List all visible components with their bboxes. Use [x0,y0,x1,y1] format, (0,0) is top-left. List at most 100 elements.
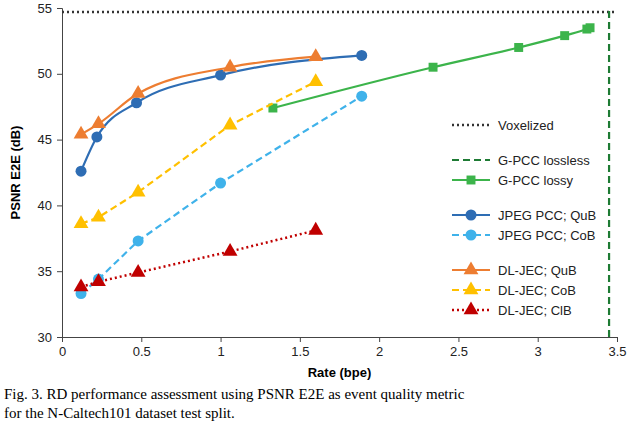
plot-area [62,8,617,337]
x-axis-title: Rate (bpe) [308,365,372,380]
legend-label: G-PCC lossless [498,153,590,168]
marker [91,273,106,286]
series [76,50,368,177]
series [62,11,617,12]
chart: 0 0.5 1 1.5 2 2.5 3 3.5 30 35 40 45 50 55 Rate (bpe) PS… [0,0,640,429]
tick-label: 2 [376,344,383,359]
tick: 55 [38,1,62,16]
tick-mark [57,337,62,338]
marker [91,115,106,128]
tick: 3.5 [608,337,626,359]
marker [560,31,569,40]
series [268,23,594,112]
caption: for the N-Caltech101 dataset test split. [4,405,235,421]
marker [131,184,146,197]
marker [74,278,89,291]
tick-label: 0.5 [133,344,151,359]
series [74,222,323,291]
legend-swatch [452,124,490,127]
marker [356,91,367,102]
tick: 1.5 [291,337,309,359]
marker [131,264,146,277]
tick: 3 [535,337,542,359]
marker [74,215,89,228]
marker [91,131,102,142]
tick-label: 45 [38,132,52,147]
tick: 0.5 [133,337,151,359]
series-line [62,11,617,14]
tick-label: 30 [38,330,52,345]
tick-mark [379,337,380,342]
tick-mark [57,8,62,9]
y-axis: 30 35 40 45 50 55 [38,1,63,345]
tick-mark [300,337,301,342]
tick-mark [221,337,222,342]
tick-label: 35 [38,264,52,279]
marker [74,126,89,139]
y-axis-title: PSNR E2E (dB) [8,126,23,220]
series-line [273,28,590,108]
legend-label: DL-JEC; QuB [498,263,577,278]
legend-marker [464,301,479,314]
tick: 50 [38,66,62,81]
legend-marker [464,261,479,274]
legend-marker [464,281,479,294]
tick-label: 55 [38,1,52,16]
series [74,73,323,228]
legend-label: DL-JEC; ClB [498,303,572,318]
marker [91,209,106,222]
tick: 45 [38,132,62,147]
x-axis: 0 0.5 1 1.5 2 2.5 3 3.5 [59,337,627,359]
marker [215,178,226,189]
tick-label: 40 [38,198,52,213]
tick-mark [57,74,62,75]
series-line [608,8,610,337]
marker [223,117,238,130]
legend-item: DL-JEC; ClB [452,301,572,317]
legend-item: DL-JEC; CoB [452,281,576,297]
tick: 30 [38,330,62,345]
marker [308,222,323,235]
series [609,8,610,337]
marker [76,166,87,177]
tick-label: 2.5 [450,344,468,359]
legend-item: JPEG PCC; CoB [452,228,596,243]
tick-label: 3 [535,344,542,359]
tick: 0 [59,337,66,359]
marker [308,73,323,86]
tick-mark [458,337,459,342]
marker [223,59,238,72]
series [76,91,368,299]
legend-item: G-PCC lossy [452,173,574,188]
series-line [81,96,362,293]
legend-label: DL-JEC; CoB [498,283,576,298]
legend-item: DL-JEC; QuB [452,261,577,277]
tick-mark [57,140,62,141]
series [74,48,323,138]
legend-item: G-PCC lossless [452,153,590,168]
legend: Voxelized G-PCC lossless G-PCC lossy JPEG P… [452,118,596,318]
marker [133,235,144,246]
legend-marker [466,230,477,241]
series-line [81,57,316,135]
series-line [81,82,316,224]
legend-label: Voxelized [498,118,554,133]
legend-item: Voxelized [452,118,554,133]
tick-mark [57,205,62,206]
tick-label: 1 [217,344,224,359]
legend-swatch [452,159,490,161]
tick: 2 [376,337,383,359]
marker [131,97,142,108]
marker [514,43,523,52]
tick-label: 0 [59,344,66,359]
axis-line [63,338,618,343]
tick: 35 [38,264,62,279]
marker [223,243,238,256]
tick-label: 50 [38,66,52,81]
legend-label: G-PCC lossy [498,173,574,188]
caption: Fig. 3. RD performance assessment using … [4,386,465,402]
legend-marker [467,176,476,185]
tick-mark [538,337,539,342]
tick-label: 3.5 [608,344,626,359]
marker [356,50,367,61]
